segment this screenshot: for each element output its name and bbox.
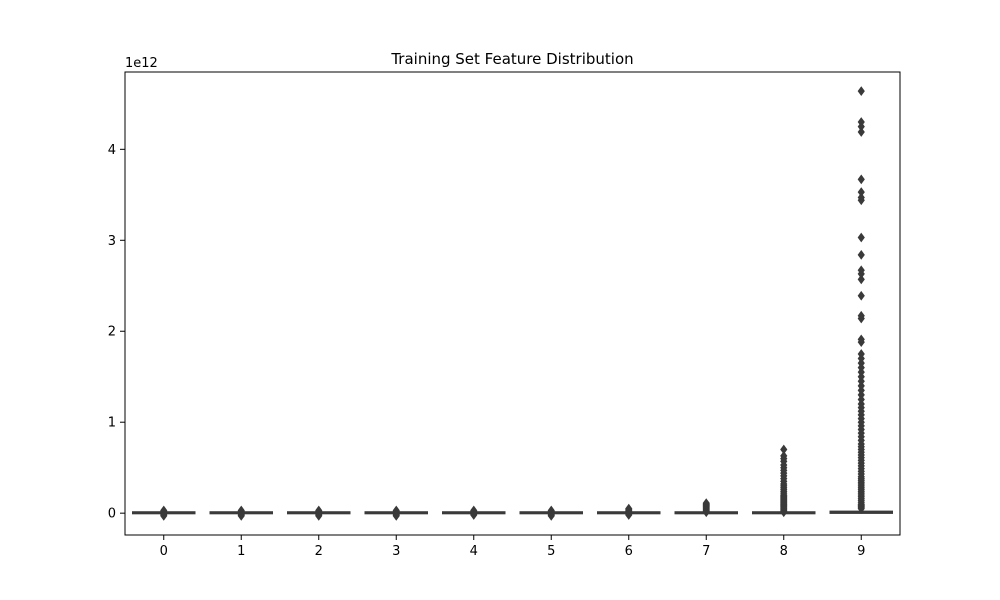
outlier-point <box>857 310 865 321</box>
outlier-point <box>857 117 865 127</box>
outlier-point <box>857 232 865 243</box>
outlier-point <box>857 349 865 359</box>
y-tick-label: 4 <box>108 143 116 158</box>
outlier-point <box>857 192 865 203</box>
x-tick-label: 7 <box>702 544 710 559</box>
box-group-0 <box>132 505 196 521</box>
outlier-point <box>315 511 323 521</box>
x-tick-label: 2 <box>315 544 323 559</box>
outlier-point <box>625 510 633 520</box>
outlier-point <box>470 510 478 520</box>
outlier-point <box>237 511 245 521</box>
y-axis: 0 1 2 3 4 <box>108 143 125 522</box>
x-tick-label: 5 <box>547 544 555 559</box>
chart-title: Training Set Feature Distribution <box>390 50 633 68</box>
y-tick-label: 0 <box>108 507 116 522</box>
outlier-point <box>857 86 865 96</box>
box-group-3 <box>364 505 428 521</box>
outlier-point <box>780 450 788 461</box>
x-tick-label: 6 <box>625 544 633 559</box>
outlier-point <box>857 187 865 197</box>
box-group-4 <box>442 505 506 520</box>
x-tick-label: 9 <box>857 544 865 559</box>
outlier-point <box>857 290 865 301</box>
outlier-point <box>857 274 865 285</box>
box-group-9 <box>829 86 893 514</box>
plot-area <box>132 86 893 521</box>
outlier-point <box>160 511 168 521</box>
x-tick-label: 3 <box>392 544 400 559</box>
box-group-5 <box>519 505 583 521</box>
box-group-7 <box>674 498 738 518</box>
box-group-8 <box>752 444 816 518</box>
y-tick-label: 3 <box>108 234 116 249</box>
x-tick-label: 1 <box>237 544 245 559</box>
y-tick-label: 2 <box>108 325 116 340</box>
x-axis: 0 1 2 3 4 5 6 7 8 9 <box>160 535 865 559</box>
outlier-point <box>857 174 865 185</box>
outlier-point <box>392 511 400 521</box>
x-tick-label: 8 <box>780 544 788 559</box>
box-group-1 <box>209 505 273 521</box>
outlier-point <box>857 127 865 137</box>
axes-frame <box>124 71 901 536</box>
outlier-point <box>702 498 710 509</box>
y-offset-label: 1e12 <box>125 56 158 71</box>
x-tick-label: 4 <box>470 544 478 559</box>
box-group-2 <box>287 505 351 521</box>
x-tick-label: 0 <box>160 544 168 559</box>
outlier-point <box>857 265 865 276</box>
outlier-point <box>857 249 865 260</box>
y-tick-label: 1 <box>108 416 116 431</box>
outlier-point <box>780 444 788 455</box>
outlier-point <box>547 511 555 521</box>
box-group-6 <box>597 503 661 520</box>
outlier-point <box>857 334 865 345</box>
